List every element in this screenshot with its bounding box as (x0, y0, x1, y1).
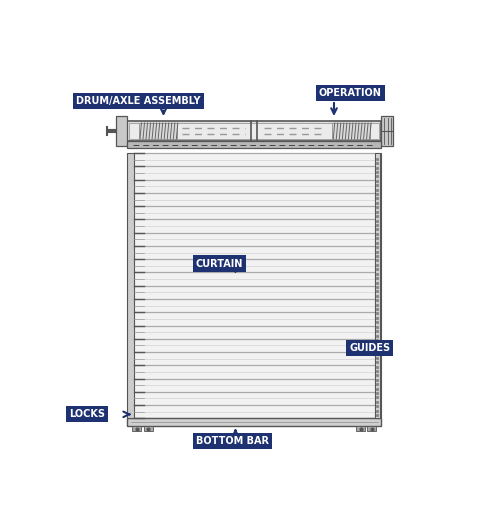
Text: GUIDES: GUIDES (348, 343, 389, 353)
Bar (366, 426, 376, 431)
Bar (129, 123, 379, 139)
Text: CURTAIN: CURTAIN (195, 258, 243, 269)
Bar (134, 153, 374, 418)
Text: BOTTOM BAR: BOTTOM BAR (195, 436, 268, 446)
Bar (139, 123, 176, 139)
Bar (127, 121, 381, 141)
Bar (116, 116, 127, 146)
Bar (381, 116, 392, 146)
Bar (374, 153, 381, 418)
Text: DRUM/AXLE ASSEMBLY: DRUM/AXLE ASSEMBLY (76, 96, 201, 106)
Bar (132, 426, 141, 431)
Text: OPERATION: OPERATION (318, 88, 381, 98)
Bar (374, 153, 380, 418)
Bar (127, 153, 134, 418)
Bar (127, 141, 381, 148)
Bar (127, 418, 381, 426)
Bar (143, 426, 153, 431)
Text: LOCKS: LOCKS (68, 409, 104, 419)
Bar (331, 123, 369, 139)
Bar (355, 426, 365, 431)
